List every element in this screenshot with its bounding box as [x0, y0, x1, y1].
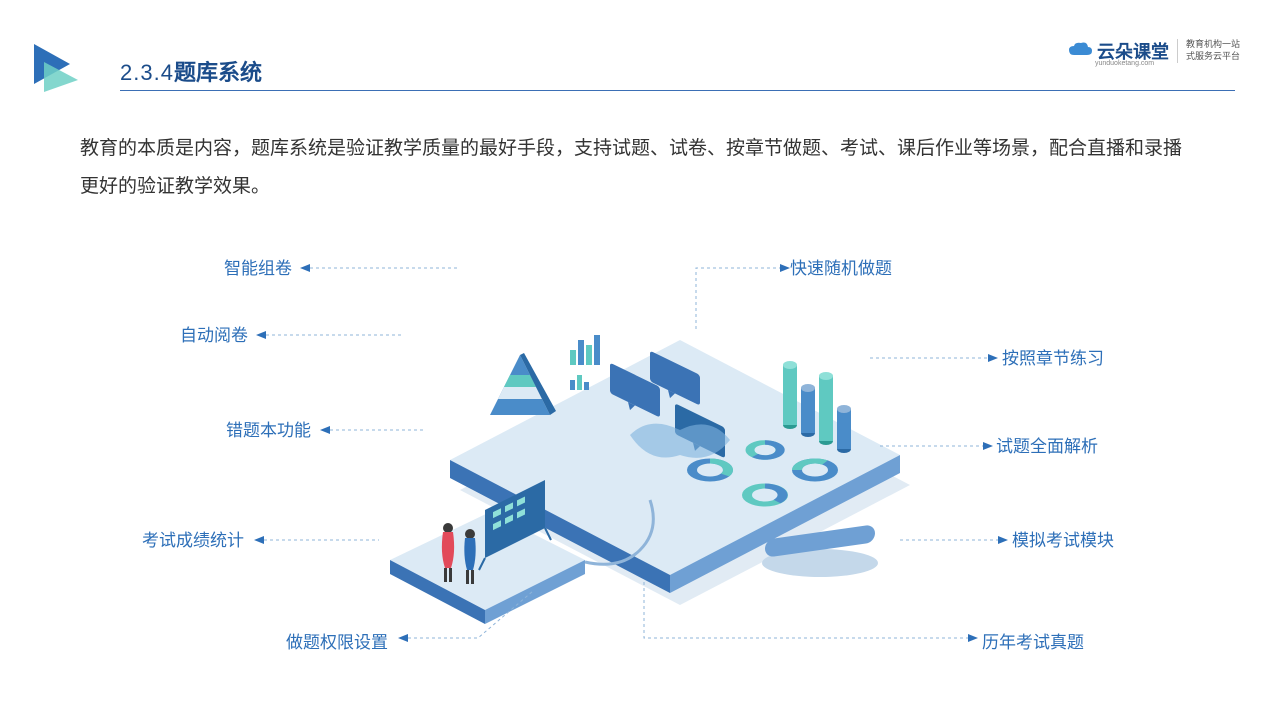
feature-label-left-4: 做题权限设置 — [286, 628, 388, 653]
feature-label-left-0: 智能组卷 — [224, 254, 292, 279]
connector — [870, 354, 1000, 366]
logo-tagline: 教育机构一站 式服务云平台 — [1186, 39, 1240, 62]
connector — [900, 536, 1010, 548]
connector — [398, 587, 538, 643]
connector — [254, 536, 384, 548]
connector — [880, 442, 995, 454]
feature-label-right-1: 按照章节练习 — [1002, 344, 1104, 369]
connector — [300, 264, 470, 276]
feature-diagram: 智能组卷 自动阅卷 错题本功能 考试成绩统计 做题权限设置 快速随机做题 按照章… — [0, 230, 1280, 680]
connector — [320, 426, 430, 438]
connector — [692, 264, 792, 334]
cloud-icon — [1067, 41, 1093, 61]
section-arrow-icon — [30, 40, 82, 92]
feature-label-left-2: 错题本功能 — [226, 416, 311, 441]
description-text: 教育的本质是内容，题库系统是验证教学质量的最好手段，支持试题、试卷、按章节做题、… — [80, 130, 1200, 206]
feature-label-left-3: 考试成绩统计 — [142, 526, 244, 551]
connector — [256, 331, 406, 343]
connector — [640, 578, 980, 642]
feature-label-right-0: 快速随机做题 — [790, 254, 892, 279]
header-rule — [120, 90, 1235, 91]
feature-label-right-3: 模拟考试模块 — [1012, 526, 1114, 551]
feature-label-left-1: 自动阅卷 — [180, 321, 248, 346]
isometric-illustration — [370, 260, 930, 630]
section-title: 2.3.4题库系统 — [120, 55, 262, 87]
brand-logo: 云朵课堂 yunduoketang.com 教育机构一站 式服务云平台 — [1067, 38, 1240, 64]
feature-label-right-2: 试题全面解析 — [996, 432, 1098, 457]
feature-label-right-4: 历年考试真题 — [982, 628, 1084, 653]
logo-subtext: yunduoketang.com — [1095, 60, 1154, 67]
